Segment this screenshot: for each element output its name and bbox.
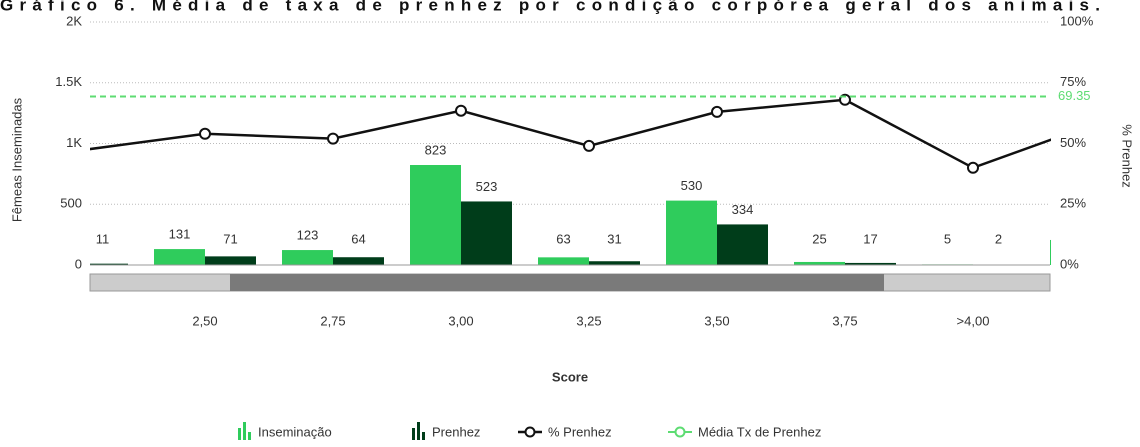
y-axis-title: Fêmeas Inseminadas — [9, 97, 24, 222]
legend-icon — [412, 422, 425, 440]
data-label: 71 — [223, 231, 237, 246]
x-tick-label: 2,50 — [192, 313, 217, 328]
y2-tick-label: 50% — [1060, 135, 1086, 150]
x-tick-label: >4,00 — [957, 313, 990, 328]
bar — [589, 261, 640, 265]
legend-icon — [518, 428, 542, 437]
legend-label: Média Tx de Prenhez — [698, 424, 821, 439]
data-label: 5 — [944, 231, 951, 246]
scrollbar-thumb[interactable] — [230, 274, 884, 291]
x-tick-label: 3,75 — [832, 313, 857, 328]
y2-axis-title: % Prenhez — [1120, 124, 1135, 188]
bar — [461, 201, 512, 265]
x-tick-label: 3,50 — [704, 313, 729, 328]
data-labels: 131 123 823 63 530 25 5 11 71 64 523 31 334 17 2 — [96, 142, 1002, 246]
data-label: 63 — [556, 231, 570, 246]
data-label: 2 — [995, 231, 1002, 246]
bar — [410, 165, 461, 265]
bar — [154, 249, 205, 265]
bar — [717, 224, 768, 265]
legend-icon — [238, 422, 251, 440]
x-axis-title: Score — [552, 369, 588, 384]
y2-tick-label: 0% — [1060, 256, 1079, 271]
legend-label: Prenhez — [432, 424, 480, 439]
bar — [538, 257, 589, 265]
data-label: 11 — [96, 231, 110, 246]
bar — [282, 250, 333, 265]
bar — [333, 257, 384, 265]
line-marker — [1096, 117, 1106, 127]
line-marker — [456, 106, 466, 116]
line-marker — [712, 107, 722, 117]
line-marker — [200, 129, 210, 139]
x-tick-label: 3,00 — [448, 313, 473, 328]
y-tick-label: 1K — [66, 135, 82, 150]
data-label: 131 — [169, 227, 191, 242]
data-label: 123 — [297, 227, 319, 242]
data-label: 64 — [351, 231, 365, 246]
data-label: 523 — [476, 179, 498, 194]
y-tick-label: 1.5K — [55, 74, 82, 89]
bar — [666, 201, 717, 265]
line-marker — [584, 141, 594, 151]
y-tick-label: 2K — [66, 13, 82, 28]
line-marker — [968, 163, 978, 173]
chart-title: Gráfico 6. Média de taxa de prenhez por … — [0, 0, 1100, 14]
data-label: 823 — [425, 142, 447, 157]
legend-label: % Prenhez — [548, 424, 612, 439]
legend: Inseminação Prenhez % Prenhez Média Tx d… — [238, 422, 821, 440]
y-tick-label: 0 — [75, 256, 82, 271]
bar — [205, 256, 256, 265]
line — [77, 100, 1101, 168]
x-tick-label: 2,75 — [320, 313, 345, 328]
data-label: 31 — [607, 231, 621, 246]
x-tick-label: 3,25 — [576, 313, 601, 328]
legend-icon — [668, 428, 692, 437]
y2-tick-label: 100% — [1060, 13, 1094, 28]
data-label: 17 — [863, 231, 877, 246]
y-tick-label: 500 — [60, 196, 82, 211]
legend-label: Inseminação — [258, 424, 332, 439]
y2-tick-label: 25% — [1060, 196, 1086, 211]
data-label: 25 — [812, 231, 826, 246]
data-label: 530 — [681, 178, 703, 193]
data-label: 334 — [732, 202, 754, 217]
mean-label: 69.35 — [1058, 88, 1091, 103]
line-marker — [328, 134, 338, 144]
